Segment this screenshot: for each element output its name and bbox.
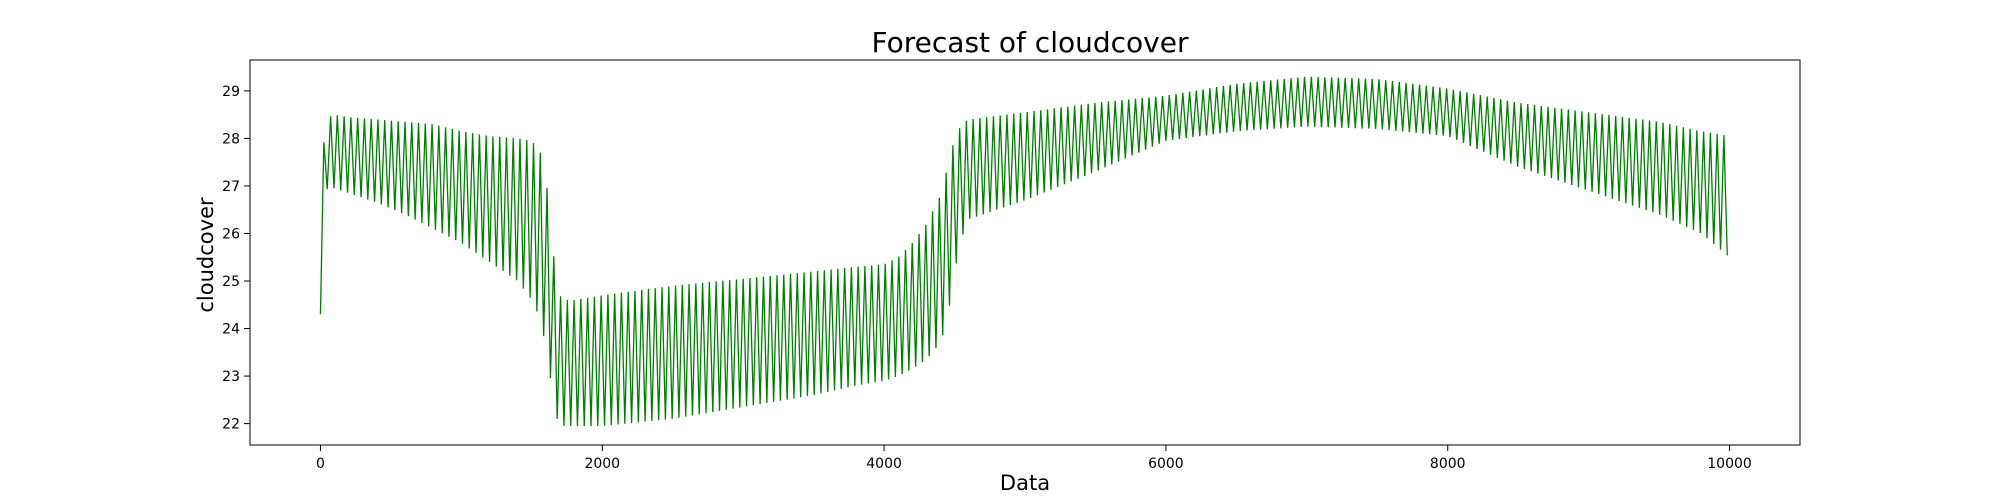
y-axis: 22 23 24 25 26 27 28 29 bbox=[222, 84, 250, 433]
y-tick-label: 27 bbox=[222, 179, 240, 195]
x-tick-label: 4000 bbox=[866, 456, 902, 472]
x-tick-label: 2000 bbox=[584, 456, 620, 472]
y-axis-label: cloudcover bbox=[194, 197, 218, 313]
x-tick-label: 8000 bbox=[1430, 456, 1466, 472]
plot-frame bbox=[249, 59, 1801, 446]
y-tick-label: 23 bbox=[222, 369, 240, 385]
x-tick-label: 6000 bbox=[1148, 456, 1184, 472]
x-axis-label: Data bbox=[1000, 471, 1050, 495]
series-line bbox=[319, 76, 1728, 427]
x-tick-label: 0 bbox=[316, 456, 325, 472]
x-tick-label: 10000 bbox=[1707, 456, 1752, 472]
y-tick-label: 24 bbox=[222, 322, 240, 338]
y-tick-label: 29 bbox=[222, 84, 240, 100]
y-tick-label: 26 bbox=[222, 226, 240, 242]
y-tick-label: 22 bbox=[222, 417, 240, 433]
chart-title: Forecast of cloudcover bbox=[872, 26, 1189, 59]
plot-area bbox=[319, 76, 1728, 427]
y-tick-label: 25 bbox=[222, 274, 240, 290]
x-axis: 0 2000 4000 6000 8000 10000 bbox=[316, 445, 1752, 472]
y-tick-label: 28 bbox=[222, 131, 240, 147]
